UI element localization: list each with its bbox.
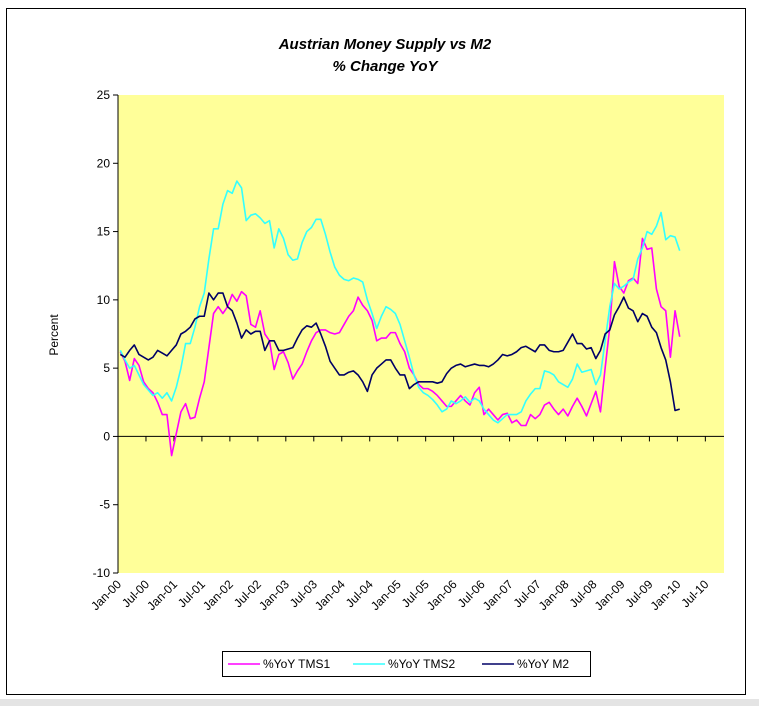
series-line <box>119 180 681 424</box>
y-tick-label: -5 <box>99 498 110 512</box>
legend-label: %YoY M2 <box>517 657 569 671</box>
legend-label: %YoY TMS2 <box>388 657 455 671</box>
y-tick-label: 0 <box>103 429 110 443</box>
plot-area <box>118 95 724 573</box>
y-tick-label: 10 <box>97 293 111 307</box>
y-tick-label: 5 <box>103 361 110 375</box>
scrollbar <box>0 699 759 706</box>
y-tick-label: 25 <box>97 88 111 102</box>
y-tick-label: 15 <box>97 225 111 239</box>
series-line <box>119 237 681 457</box>
legend-box <box>222 651 591 677</box>
y-tick-label: 20 <box>97 156 111 170</box>
legend-label: %YoY TMS1 <box>263 657 330 671</box>
chart-title: Austrian Money Supply vs M2 <box>278 36 492 53</box>
chart-subtitle: % Change YoY <box>332 58 439 75</box>
y-tick-label: -10 <box>93 566 111 580</box>
series-line <box>119 292 680 412</box>
y-axis-label: Percent <box>47 314 61 356</box>
